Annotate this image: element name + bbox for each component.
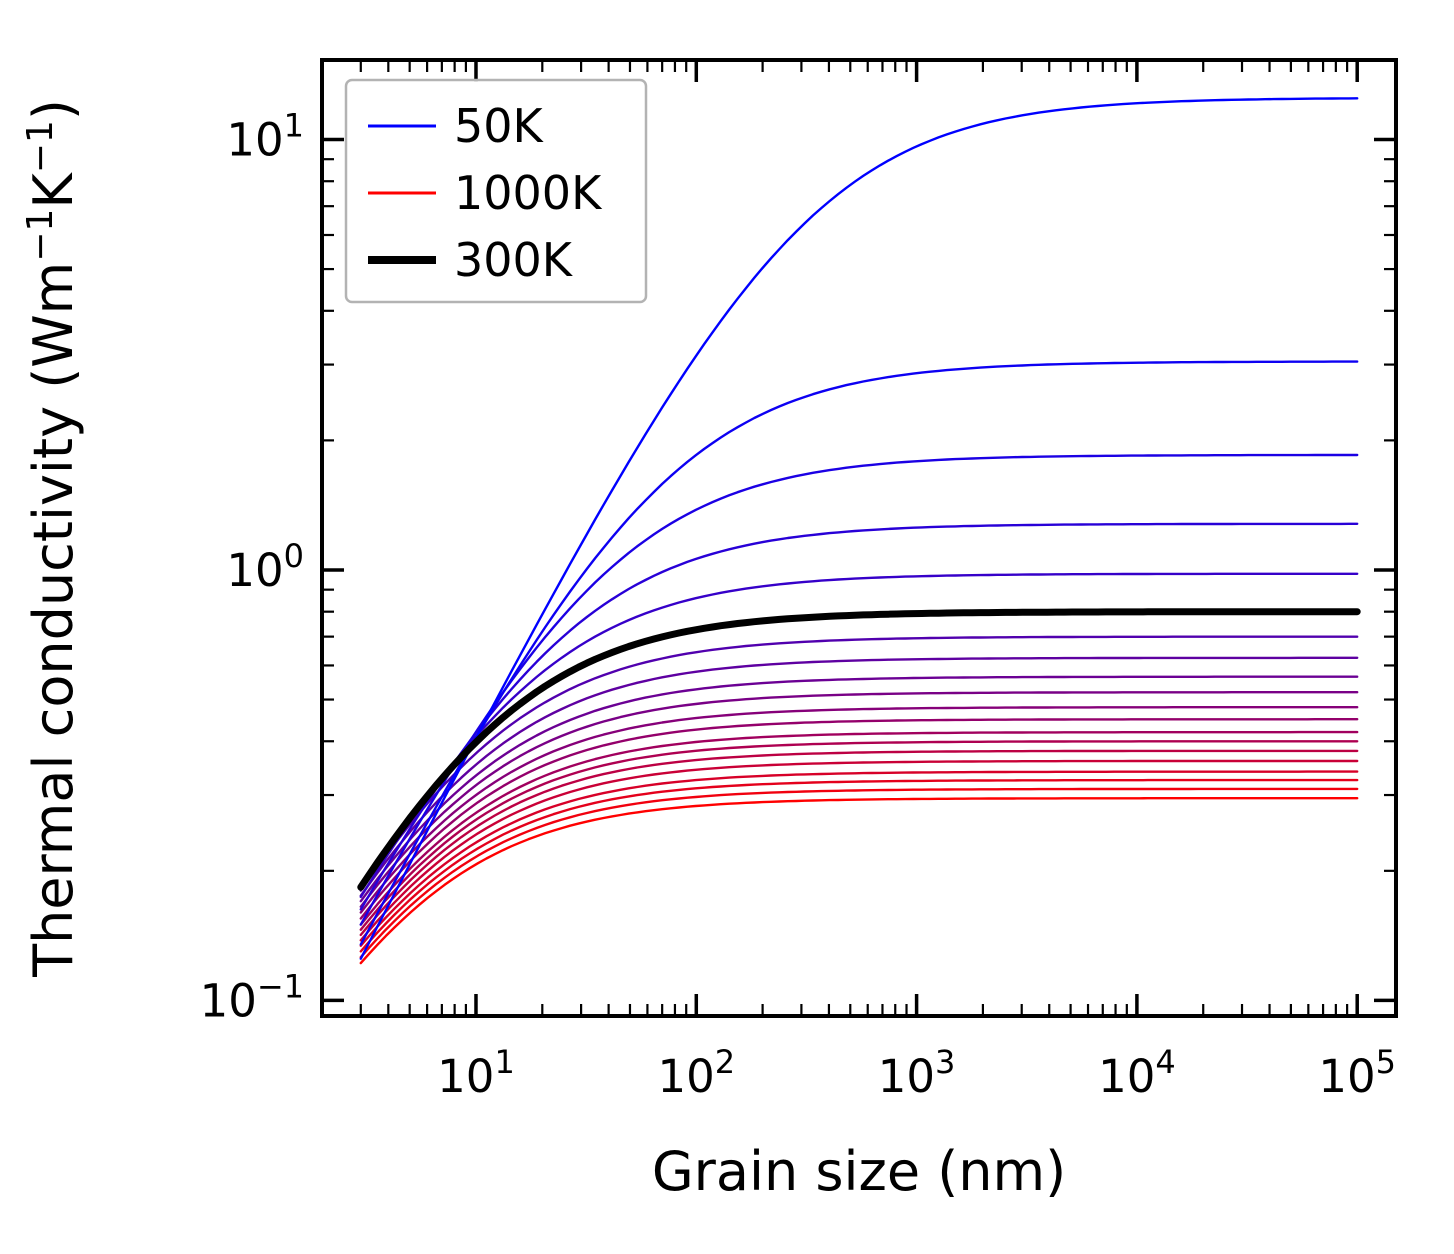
curve-500K bbox=[359, 691, 1359, 908]
legend-label-50K: 50K bbox=[454, 99, 545, 153]
curve-750K bbox=[359, 749, 1359, 937]
curve-600K bbox=[359, 718, 1359, 920]
plot-border bbox=[320, 58, 1398, 1018]
curve-50K bbox=[359, 97, 1359, 960]
curve-800K bbox=[359, 759, 1359, 942]
curves-group bbox=[357, 97, 1361, 965]
curve-550K bbox=[359, 706, 1359, 914]
curve-850K bbox=[359, 770, 1359, 947]
legend-label-1000K: 1000K bbox=[454, 166, 603, 220]
curve-650K bbox=[359, 730, 1359, 926]
y-axis-label: Thermal conductivity (Wm−1K−1) bbox=[20, 99, 85, 978]
curve-200K bbox=[359, 522, 1359, 911]
legend-label-300K: 300K bbox=[454, 233, 574, 287]
curve-350K bbox=[359, 635, 1359, 892]
legend-box bbox=[344, 78, 648, 304]
y-tick-label: 100 bbox=[226, 537, 304, 597]
x-tick-label: 101 bbox=[437, 1043, 515, 1103]
x-tick-label: 103 bbox=[878, 1043, 956, 1103]
curve-100K bbox=[359, 360, 1359, 946]
curve-300K bbox=[357, 608, 1361, 891]
curve-400K bbox=[359, 656, 1359, 897]
x-axis-label: Grain size (nm) bbox=[652, 1140, 1066, 1203]
curve-1000K bbox=[359, 797, 1359, 965]
legend: 50K 1000K 300K bbox=[344, 78, 648, 304]
curve-150K bbox=[359, 453, 1359, 926]
curve-700K bbox=[359, 740, 1359, 931]
curve-250K bbox=[359, 572, 1359, 899]
curve-450K bbox=[359, 675, 1359, 903]
curve-950K bbox=[359, 787, 1359, 959]
curve-900K bbox=[359, 778, 1359, 953]
